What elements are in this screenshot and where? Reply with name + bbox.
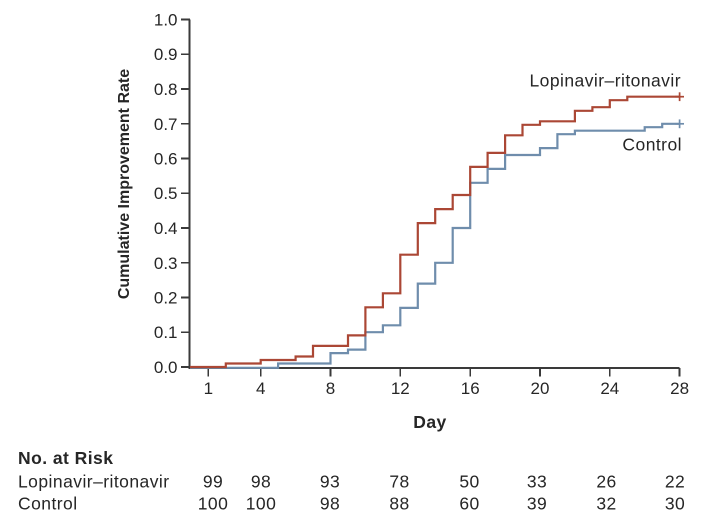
svg-text:Lopinavir–ritonavir: Lopinavir–ritonavir bbox=[18, 472, 170, 492]
svg-text:12: 12 bbox=[391, 379, 410, 398]
svg-text:1: 1 bbox=[204, 379, 213, 398]
svg-text:98: 98 bbox=[251, 472, 271, 492]
svg-text:16: 16 bbox=[461, 379, 480, 398]
svg-text:No. at Risk: No. at Risk bbox=[18, 448, 113, 468]
svg-text:20: 20 bbox=[531, 379, 550, 398]
svg-text:32: 32 bbox=[596, 494, 616, 514]
svg-text:0.2: 0.2 bbox=[154, 289, 178, 308]
svg-text:0.4: 0.4 bbox=[154, 219, 178, 238]
svg-text:100: 100 bbox=[198, 494, 229, 514]
svg-text:33: 33 bbox=[527, 472, 547, 492]
svg-text:0.8: 0.8 bbox=[154, 80, 178, 99]
svg-text:50: 50 bbox=[459, 472, 479, 492]
svg-text:0.9: 0.9 bbox=[154, 45, 178, 64]
svg-text:0.1: 0.1 bbox=[154, 323, 178, 342]
svg-text:0.0: 0.0 bbox=[154, 358, 178, 377]
svg-text:88: 88 bbox=[389, 494, 409, 514]
svg-text:Day: Day bbox=[413, 412, 446, 432]
svg-text:99: 99 bbox=[203, 472, 223, 492]
svg-text:100: 100 bbox=[246, 494, 277, 514]
svg-text:30: 30 bbox=[665, 494, 685, 514]
svg-text:39: 39 bbox=[527, 494, 547, 514]
svg-text:98: 98 bbox=[320, 494, 340, 514]
svg-text:24: 24 bbox=[600, 379, 619, 398]
svg-text:0.5: 0.5 bbox=[154, 184, 178, 203]
svg-text:8: 8 bbox=[326, 379, 335, 398]
svg-text:22: 22 bbox=[665, 472, 685, 492]
svg-text:0.6: 0.6 bbox=[154, 150, 178, 169]
svg-text:4: 4 bbox=[256, 379, 265, 398]
svg-text:28: 28 bbox=[670, 379, 689, 398]
svg-text:Control: Control bbox=[622, 135, 682, 155]
svg-text:Lopinavir–ritonavir: Lopinavir–ritonavir bbox=[529, 71, 681, 91]
svg-text:1.0: 1.0 bbox=[154, 11, 178, 30]
svg-text:78: 78 bbox=[389, 472, 409, 492]
svg-text:93: 93 bbox=[320, 472, 340, 492]
svg-text:0.7: 0.7 bbox=[154, 115, 178, 134]
svg-text:26: 26 bbox=[596, 472, 616, 492]
svg-text:Control: Control bbox=[18, 494, 78, 514]
svg-text:60: 60 bbox=[459, 494, 479, 514]
svg-text:0.3: 0.3 bbox=[154, 254, 178, 273]
svg-text:Cumulative Improvement Rate: Cumulative Improvement Rate bbox=[116, 69, 133, 299]
